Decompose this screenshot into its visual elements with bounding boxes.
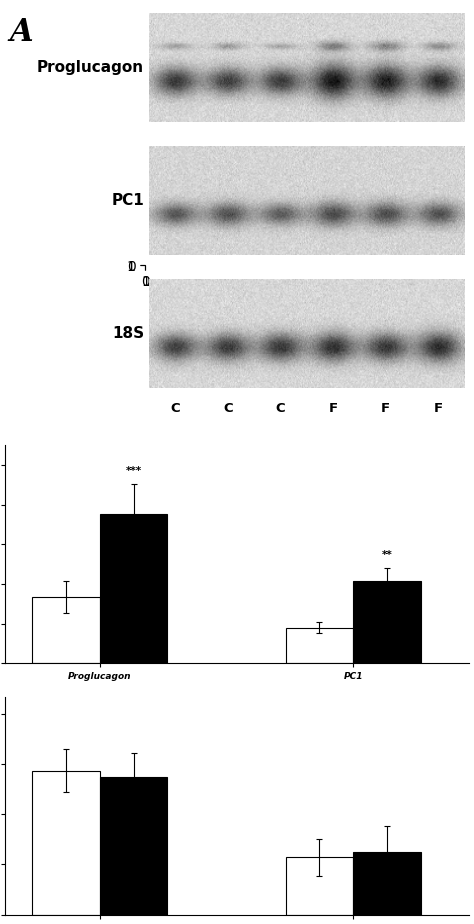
Text: PC1: PC1 bbox=[111, 193, 144, 208]
Bar bbox=[353, 852, 421, 915]
Text: **: ** bbox=[382, 550, 392, 560]
Bar bbox=[285, 627, 353, 663]
Text: C: C bbox=[223, 402, 233, 415]
Text: F: F bbox=[381, 402, 390, 415]
Text: F: F bbox=[434, 402, 443, 415]
Bar bbox=[285, 857, 353, 915]
Text: 18S: 18S bbox=[112, 326, 144, 341]
Bar bbox=[353, 581, 421, 663]
Text: C: C bbox=[275, 402, 285, 415]
Text: F: F bbox=[328, 402, 337, 415]
Bar bbox=[32, 597, 100, 663]
Text: A: A bbox=[9, 18, 33, 48]
Bar bbox=[32, 771, 100, 915]
Text: C: C bbox=[170, 402, 180, 415]
Text: ***: *** bbox=[126, 466, 142, 476]
Bar bbox=[100, 514, 167, 663]
Text: Proglucagon: Proglucagon bbox=[37, 60, 144, 75]
Bar bbox=[100, 777, 167, 915]
